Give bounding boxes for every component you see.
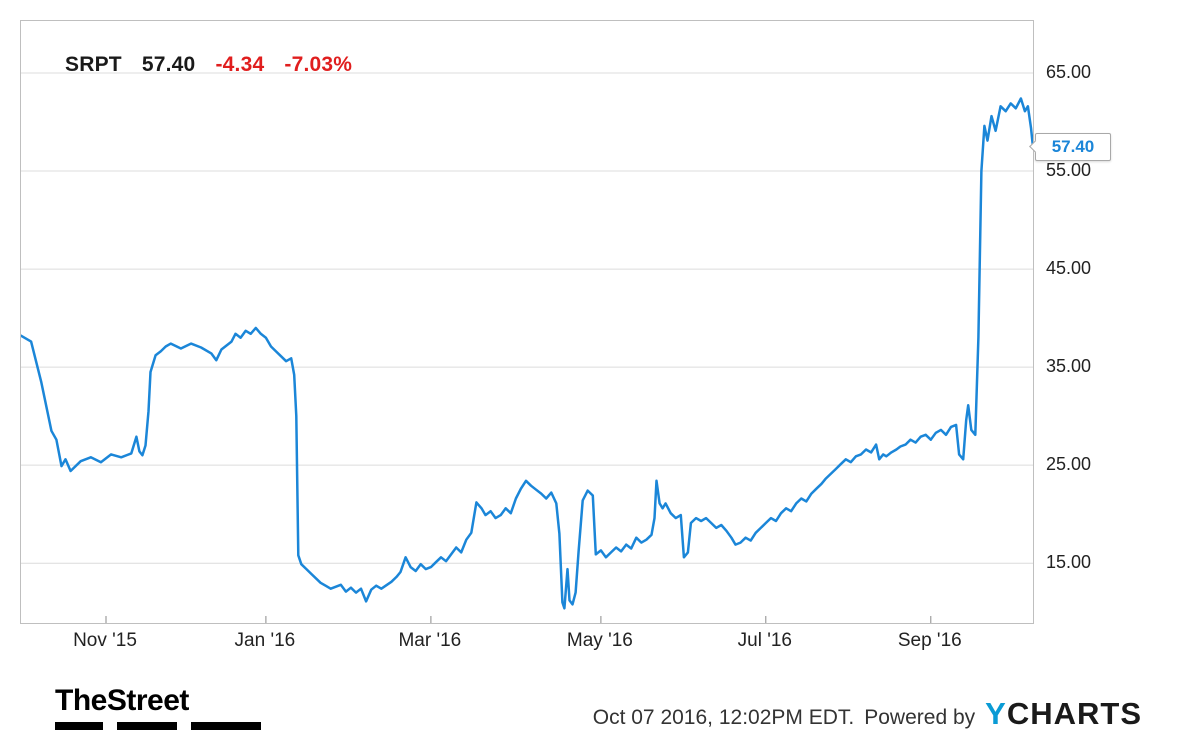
ycharts-logo-y: Y: [985, 696, 1007, 731]
y-axis-label: 45.00: [1046, 258, 1092, 279]
attribution: Oct 07 2016, 12:02PM EDT. Powered by YCH…: [593, 698, 1142, 730]
x-axis-label: Sep '16: [897, 630, 962, 651]
x-axis-label: Nov '15: [73, 630, 137, 651]
y-axis-label: 65.00: [1046, 61, 1092, 82]
price-line-chart: [21, 72, 1033, 623]
thestreet-logo[interactable]: TheStreet: [55, 686, 261, 730]
y-axis-label: 35.00: [1046, 356, 1092, 377]
y-axis-label: 55.00: [1046, 160, 1092, 180]
last-price-callout: 57.40: [1029, 133, 1111, 162]
footer: TheStreet Oct 07 2016, 12:02PM EDT. Powe…: [0, 672, 1200, 747]
quote-timestamp: Oct 07 2016, 12:02PM EDT.: [592, 706, 855, 729]
x-axis-label: Jan '16: [234, 630, 296, 651]
y-axis-label: 25.00: [1046, 454, 1092, 475]
powered-by-label: Powered by: [864, 706, 976, 729]
x-axis-label: May '16: [566, 630, 633, 651]
thestreet-logo-text: TheStreet: [55, 684, 189, 717]
thestreet-underline-bars: [55, 722, 261, 730]
chart-legend: SRPT 57.40 -4.34 -7.03%: [65, 53, 366, 77]
ycharts-logo[interactable]: YCHARTS: [985, 698, 1142, 729]
x-axis-label: Jul '16: [737, 630, 792, 651]
ticker-symbol: SRPT: [65, 53, 122, 76]
price-change-percent: -7.03%: [284, 53, 353, 76]
chart-plot-area: SRPT 57.40 -4.34 -7.03%: [20, 20, 1034, 624]
x-axis-label: Mar '16: [398, 630, 462, 651]
price-change: -4.34: [215, 53, 265, 76]
y-axis-label: 15.00: [1046, 552, 1092, 573]
ycharts-logo-charts: CHARTS: [1006, 696, 1142, 731]
callout-price-label: 57.40: [1051, 137, 1095, 157]
last-price: 57.40: [141, 53, 196, 76]
